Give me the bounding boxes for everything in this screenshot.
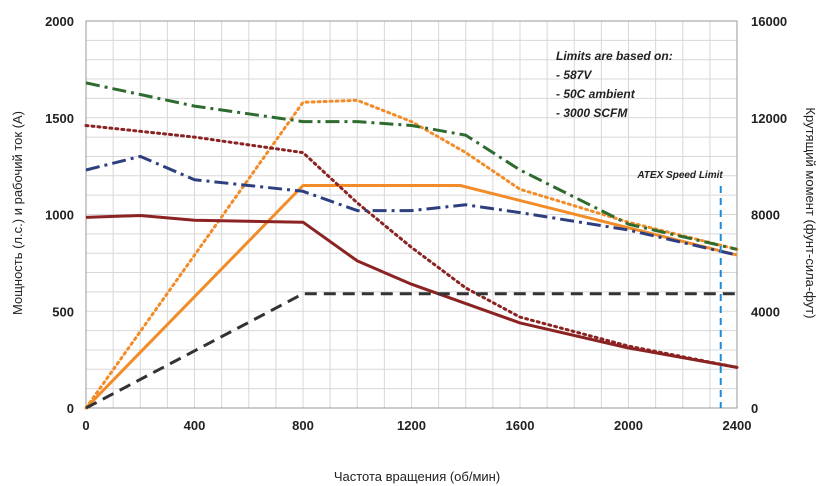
x-tick-label: 0: [82, 418, 89, 433]
annotation-line: Limits are based on:: [556, 49, 673, 63]
y-left-tick-label: 500: [52, 304, 74, 319]
x-tick-label: 1600: [506, 418, 535, 433]
y-left-axis-title: Мощность (л.с.) и рабочий ток (A): [10, 111, 25, 315]
y-right-tick-label: 8000: [751, 208, 780, 223]
x-tick-label: 1200: [397, 418, 426, 433]
annotation-line: - 50C ambient: [556, 87, 636, 101]
grid: [86, 21, 737, 408]
series-line-1: [84, 184, 738, 410]
plot-frame: [85, 20, 738, 409]
x-tick-label: 2000: [614, 418, 643, 433]
y-left-axis-ticks: 0 500 1000 1500 2000: [45, 14, 74, 416]
series-line-3: [85, 214, 738, 369]
limits-annotation: Limits are based on: - 587V - 50C ambient -…: [556, 49, 673, 120]
y-left-tick-label: 1500: [45, 111, 74, 126]
y-right-tick-label: 4000: [751, 304, 780, 319]
atex-speed-limit-label: ATEX Speed Limit: [636, 170, 723, 181]
series-line-5: [85, 81, 738, 251]
y-right-tick-label: 16000: [751, 14, 787, 29]
x-axis-ticks: 0 400 800 1200 1600 2000 2400: [82, 418, 751, 433]
x-tick-label: 800: [292, 418, 314, 433]
y-right-axis-ticks: 0 4000 8000 12000 16000: [751, 14, 787, 416]
y-left-tick-label: 0: [67, 401, 74, 416]
x-tick-label: 400: [184, 418, 206, 433]
series-layer: [84, 81, 739, 410]
y-left-tick-label: 2000: [45, 14, 74, 29]
annotation-line: - 587V: [556, 68, 592, 82]
x-axis-title: Частота вращения (об/мин): [334, 469, 500, 484]
x-tick-label: 2400: [723, 418, 752, 433]
annotation-line: - 3000 SCFM: [556, 106, 628, 120]
y-left-tick-label: 1000: [45, 208, 74, 223]
y-right-tick-label: 0: [751, 401, 758, 416]
y-right-tick-label: 12000: [751, 111, 787, 126]
series-line-6: [85, 154, 738, 257]
series-line-7: [85, 292, 737, 410]
series-line-4: [84, 124, 739, 369]
y-right-axis-title: Крутящий момент (фунт-сила-фут): [803, 107, 818, 318]
